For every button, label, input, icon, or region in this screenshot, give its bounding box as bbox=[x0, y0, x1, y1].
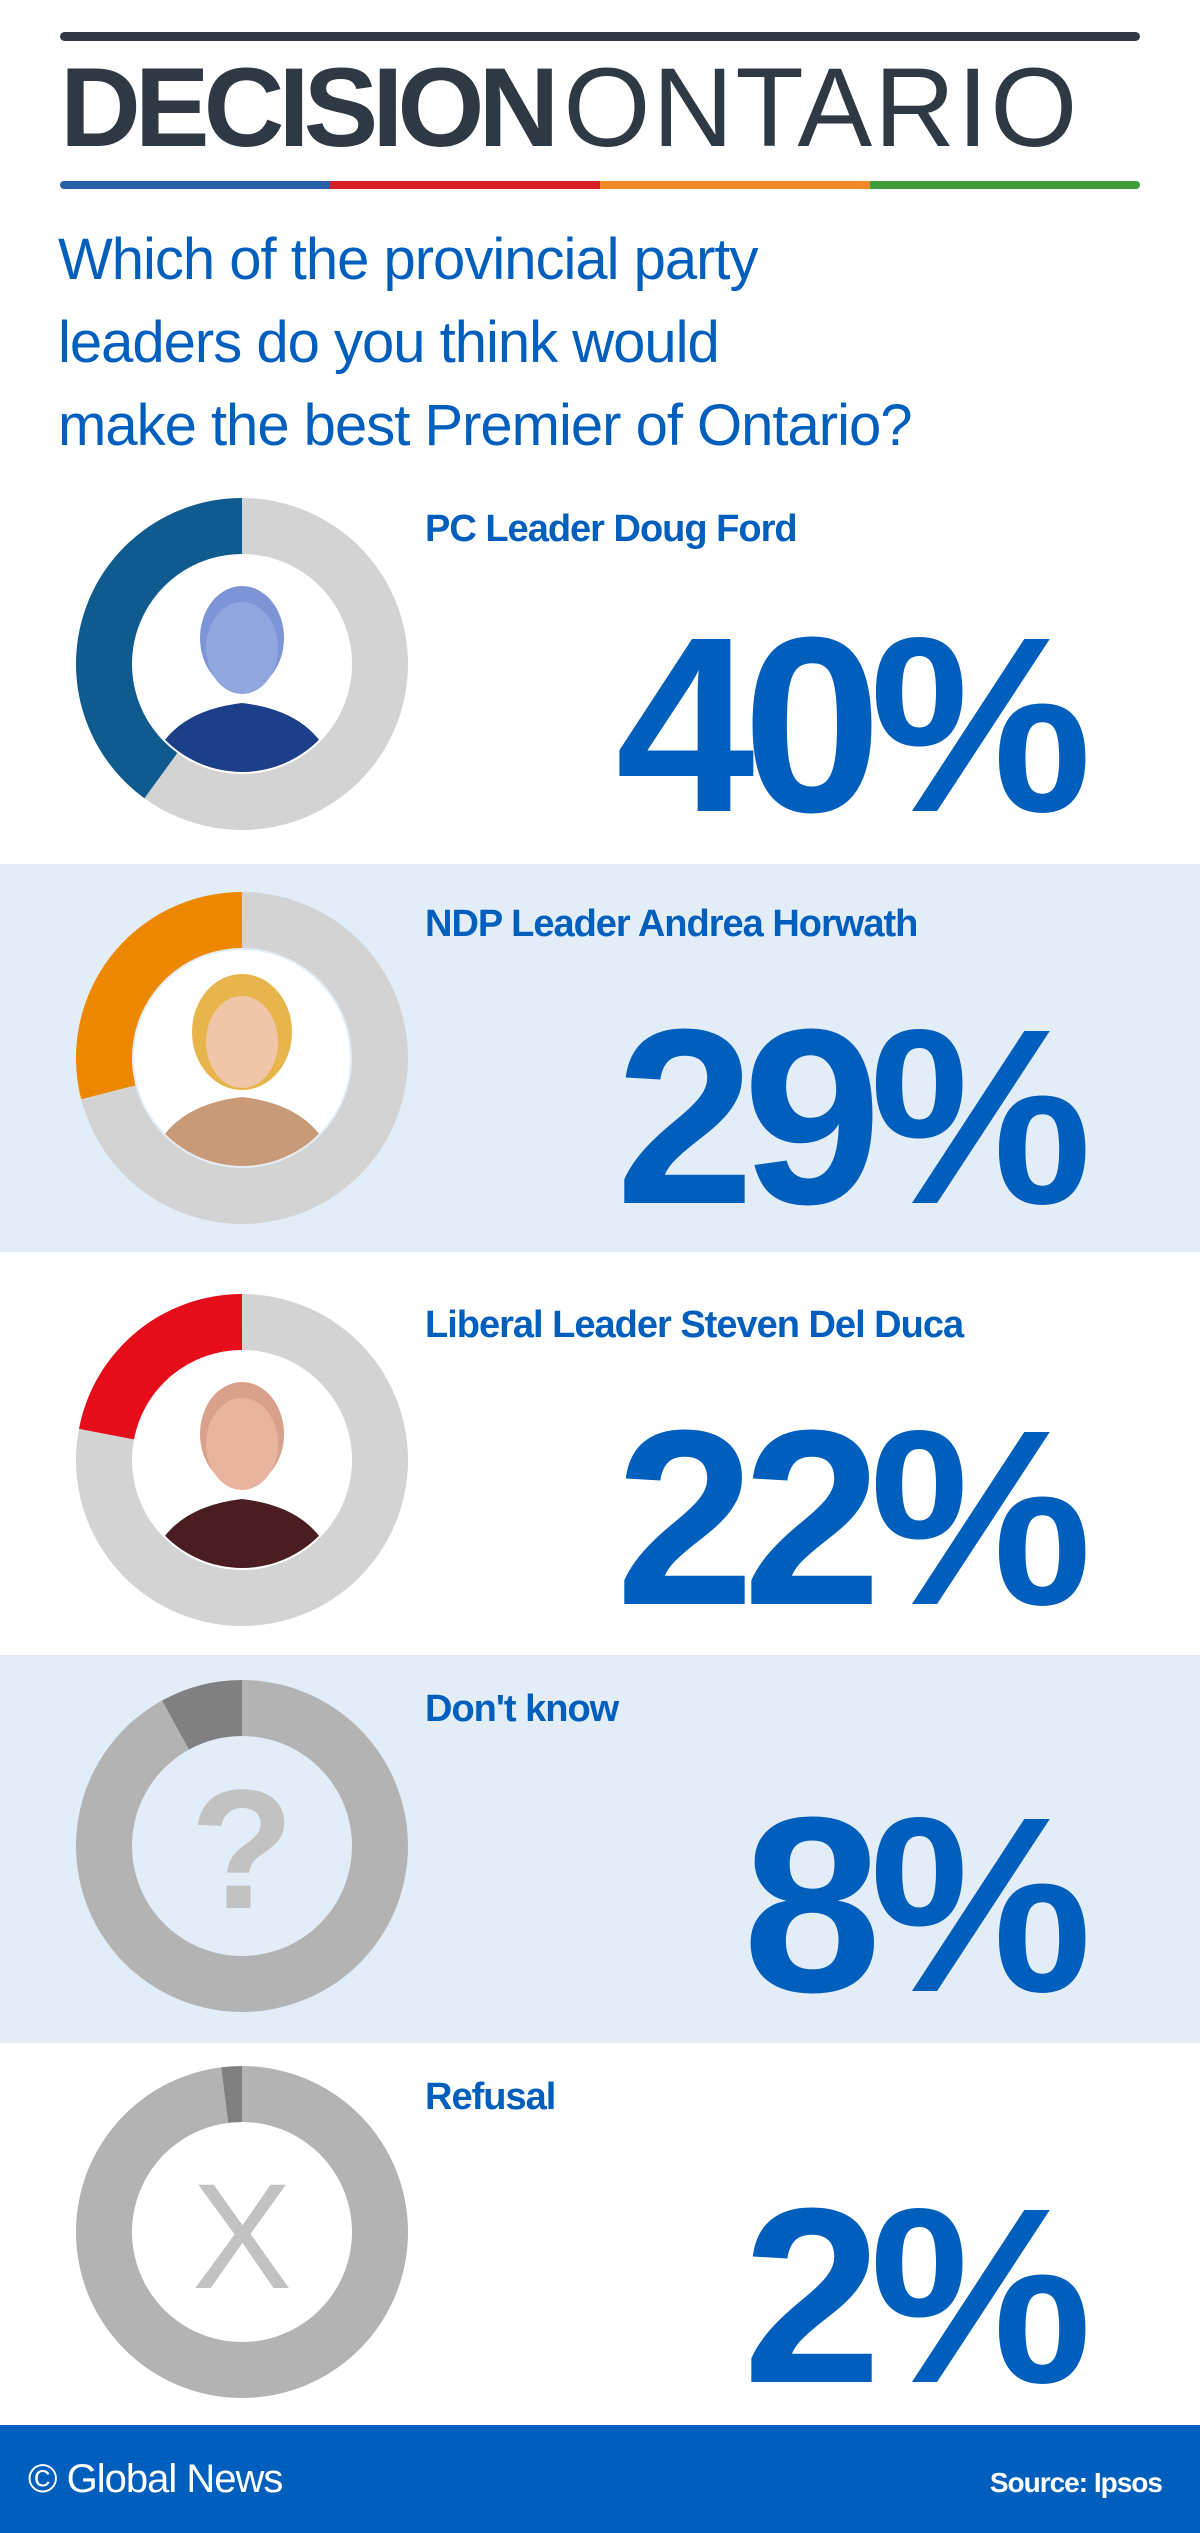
donut-value-segment bbox=[221, 2066, 242, 2123]
photo-andrea-horwath bbox=[134, 950, 350, 1166]
stripe-blue bbox=[60, 181, 330, 189]
category-label: Don't know bbox=[425, 1688, 619, 1730]
question-mark-icon: ? bbox=[190, 1755, 294, 1945]
party-color-stripe bbox=[60, 181, 1140, 189]
donut-chart bbox=[76, 892, 408, 1224]
result-section: X Refusal 2% bbox=[0, 2043, 1200, 2425]
percent-value: 22% bbox=[615, 1378, 1092, 1657]
category-label: PC Leader Doug Ford bbox=[425, 508, 798, 550]
category-label: Liberal Leader Steven Del Duca bbox=[425, 1304, 964, 1346]
donut-remainder-segment bbox=[81, 892, 408, 1224]
result-section: ? Don't know 8% bbox=[0, 1655, 1200, 2043]
donut-value-segment bbox=[162, 1680, 242, 1750]
donut-value-segment bbox=[76, 892, 242, 1100]
donut-value-segment bbox=[76, 498, 242, 799]
question-line: Which of the provincial party bbox=[58, 227, 759, 292]
result-section: NDP Leader Andrea Horwath 29% bbox=[0, 864, 1200, 1252]
result-section: Liberal Leader Steven Del Duca 22% bbox=[0, 1252, 1200, 1655]
donut-chart bbox=[76, 1294, 408, 1626]
percent-value: 29% bbox=[615, 977, 1092, 1256]
result-section: PC Leader Doug Ford 40% bbox=[0, 478, 1200, 864]
percent-value: 40% bbox=[615, 585, 1092, 864]
decision-ontario-logo: DECISION ONTARIO bbox=[60, 52, 1140, 164]
footer-brand: © Global News bbox=[28, 2457, 283, 2501]
donut-chart: ? bbox=[76, 1680, 408, 2012]
logo-bold-text: DECISION bbox=[60, 45, 559, 170]
percent-value: 2% bbox=[742, 2156, 1092, 2435]
stripe-green bbox=[870, 181, 1140, 189]
logo-top-rule bbox=[60, 32, 1140, 41]
question-line: leaders do you think would bbox=[58, 310, 720, 375]
donut-remainder-segment bbox=[76, 1680, 408, 2012]
donut-remainder-segment bbox=[76, 2066, 408, 2398]
logo-light-text: ONTARIO bbox=[563, 45, 1080, 170]
footer: © Global News Source: Ipsos bbox=[0, 2425, 1200, 2533]
donut-remainder-segment bbox=[144, 498, 408, 830]
footer-source: Source: Ipsos bbox=[989, 2467, 1163, 2498]
donut-remainder-segment bbox=[76, 1294, 408, 1626]
donut-chart bbox=[76, 498, 408, 830]
percent-value: 8% bbox=[742, 1765, 1092, 2044]
stripe-red bbox=[330, 181, 600, 189]
donut-value-segment bbox=[78, 1294, 242, 1440]
donut-chart: X bbox=[76, 2066, 408, 2398]
stripe-orange bbox=[600, 181, 870, 189]
question-title: Which of the provincial party leaders do… bbox=[58, 218, 1158, 467]
x-mark-icon: X bbox=[192, 2152, 292, 2320]
category-label: NDP Leader Andrea Horwath bbox=[425, 903, 918, 945]
question-line: make the best Premier of Ontario? bbox=[58, 393, 913, 458]
category-label: Refusal bbox=[425, 2076, 556, 2118]
photo-steven-del-duca bbox=[134, 1352, 350, 1568]
